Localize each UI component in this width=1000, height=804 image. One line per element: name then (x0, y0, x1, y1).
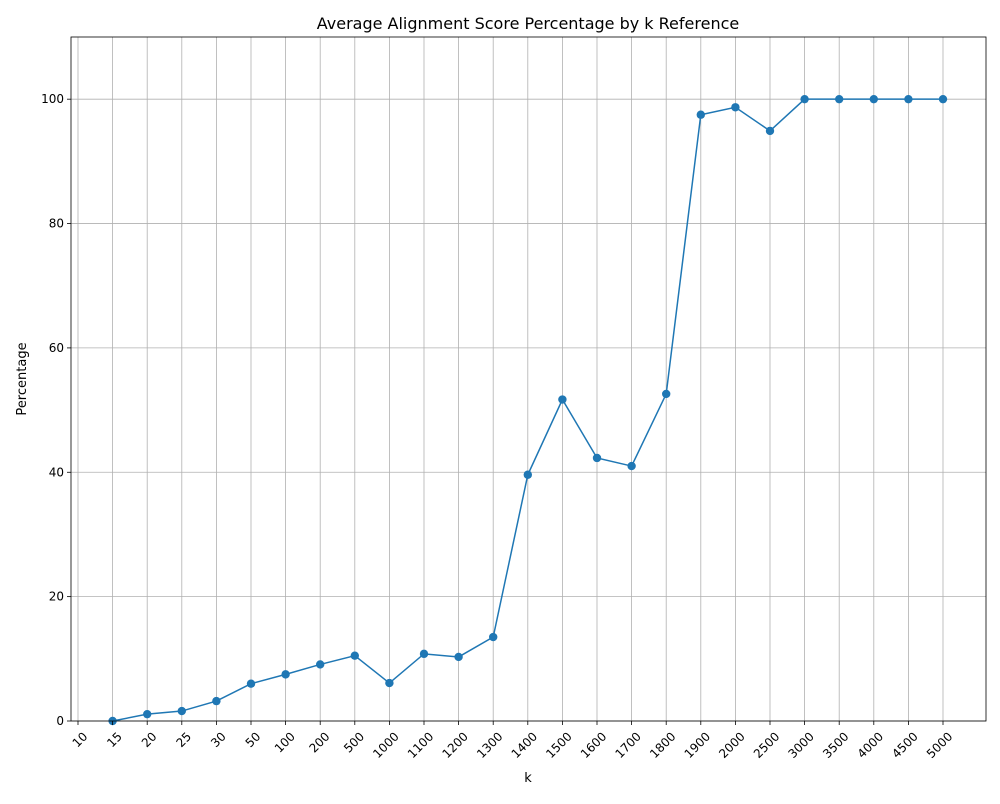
y-tick-label: 20 (49, 590, 64, 604)
x-tick-label: 1600 (578, 729, 609, 760)
data-point (765, 126, 775, 136)
data-point (246, 679, 256, 688)
x-tick-label: 1400 (509, 729, 540, 760)
x-tick-label: 1000 (370, 729, 401, 760)
x-axis: 10 15 20 25 30 50 100 200 500 1000 1100 1200 1300 140… (70, 721, 955, 761)
x-tick-label: 1200 (439, 729, 470, 760)
x-tick-label: 30 (208, 729, 229, 750)
data-point (938, 94, 948, 104)
x-tick-label: 5000 (924, 729, 955, 760)
data-point (835, 94, 844, 104)
x-tick-label: 100 (272, 729, 298, 755)
x-tick-label: 4000 (855, 729, 886, 760)
y-tick-label: 0 (56, 714, 64, 728)
x-tick-label: 1500 (543, 729, 574, 760)
data-point (281, 670, 290, 679)
x-tick-label: 3500 (820, 729, 851, 760)
data-point (662, 389, 671, 399)
series-layer (108, 94, 948, 726)
data-point (731, 103, 740, 112)
data-point (177, 706, 186, 716)
data-point (558, 395, 567, 404)
x-axis-label: k (524, 771, 532, 786)
data-point (869, 94, 878, 104)
x-tick-label: 20 (139, 729, 160, 750)
y-tick-label: 100 (41, 92, 64, 106)
x-tick-label: 15 (104, 729, 125, 750)
data-point (489, 632, 498, 642)
x-tick-label: 1900 (682, 729, 713, 760)
data-point (212, 696, 221, 706)
x-tick-label: 1700 (612, 729, 643, 760)
x-tick-label: 50 (243, 729, 264, 750)
data-point (454, 652, 463, 662)
x-tick-label: 500 (341, 729, 367, 755)
y-tick-label: 60 (49, 341, 64, 355)
data-point (143, 709, 152, 719)
x-tick-label: 10 (70, 729, 91, 750)
x-tick-label: 2000 (716, 729, 747, 760)
x-tick-label: 200 (306, 729, 332, 755)
data-point (523, 470, 532, 479)
x-tick-label: 2500 (751, 729, 782, 760)
data-point (696, 110, 705, 119)
y-tick-label: 80 (49, 217, 64, 231)
x-tick-label: 3000 (785, 729, 816, 760)
data-point (385, 678, 394, 688)
x-tick-label: 25 (173, 729, 194, 750)
data-point (419, 649, 429, 659)
data-point (904, 94, 913, 104)
data-point (627, 461, 636, 471)
data-point (350, 651, 359, 660)
data-point (592, 453, 602, 463)
y-tick-label: 40 (49, 465, 64, 479)
chart-title: Average Alignment Score Percentage by k … (317, 14, 739, 33)
data-point (800, 94, 809, 104)
plot-frame (70, 36, 987, 722)
x-tick-label: 1800 (647, 729, 678, 760)
x-tick-label: 1300 (474, 729, 505, 760)
data-point (316, 660, 325, 669)
y-axis-label: Percentage (15, 342, 30, 415)
grid-lines (71, 37, 986, 722)
x-tick-label: 1100 (405, 729, 436, 760)
y-axis: 0 20 40 60 80 100 (41, 92, 71, 728)
x-tick-label: 4500 (889, 729, 920, 760)
